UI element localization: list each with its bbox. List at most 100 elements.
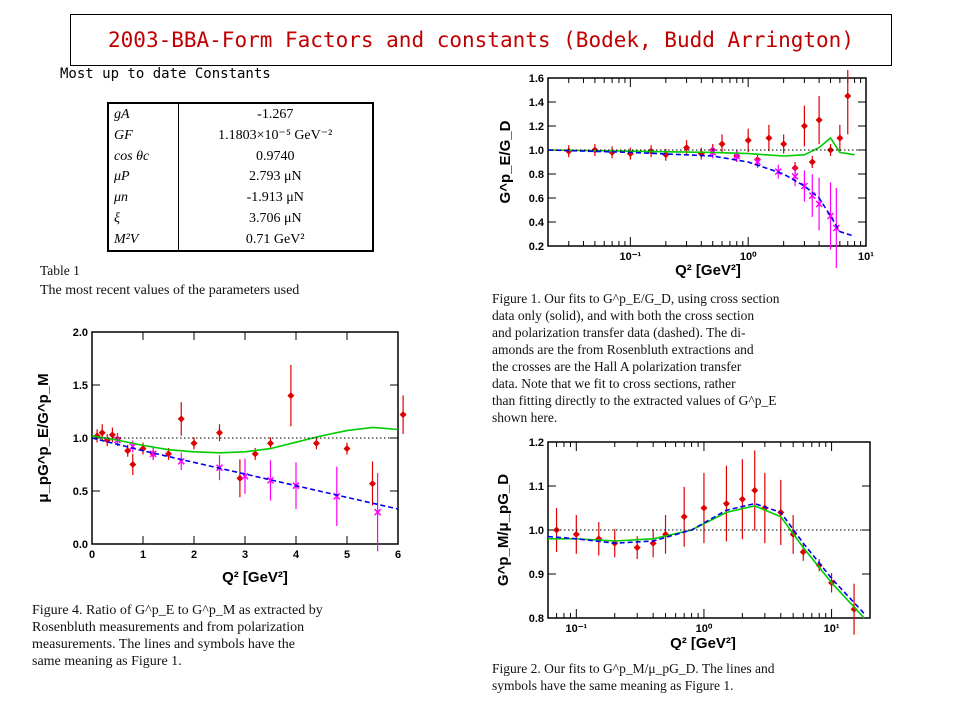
fig1-data-point: [827, 146, 835, 154]
fig2-data-layer: 0.8 0.9 1.0 1.1 1.2 10⁻¹ 10⁰ 10¹: [529, 437, 871, 635]
fig4-data-point: [139, 445, 147, 453]
fig4-series-solid-line: [91, 426, 399, 454]
fig2-data-point: [815, 561, 823, 569]
fig4-caption-line: same meaning as Figure 1.: [32, 654, 182, 669]
fig4-ytick-label: 0.5: [73, 486, 88, 498]
fig4-data-point: [399, 411, 407, 419]
constant-value: -1.913 μN: [246, 190, 304, 206]
fig4-series-dashed-line: [91, 437, 399, 510]
fig4-ytick-label: 1.0: [73, 433, 88, 445]
constant-symbol: cos θc: [108, 145, 179, 167]
fig2-series-solid-line: [548, 504, 865, 619]
fig2-ytick-label: 1.1: [529, 481, 544, 493]
figure-1-plot: 0.2 0.4 0.6 0.8 1.0 1.2 1.4 1.6 10⁻¹ 10⁰ 10¹ Q² [G…: [497, 70, 874, 279]
fig2-data-point: [738, 495, 746, 503]
constant-symbol: μn: [108, 187, 179, 209]
fig2-data-point: [850, 605, 858, 613]
constant-symbol: gA: [108, 103, 179, 126]
fig1-data-point: [844, 92, 852, 100]
constant-value: 0.71 GeV²: [245, 231, 305, 247]
fig4-data-point: [369, 480, 376, 488]
constant-value: 0.9740: [256, 148, 295, 164]
fig1-ytick-label: 1.0: [529, 145, 544, 157]
fig4-data-point: [190, 439, 198, 447]
fig2-ytick-label: 1.0: [529, 525, 544, 537]
fig1-data-point: [683, 144, 691, 152]
fig4-data-point: [312, 439, 320, 447]
constants-row: cos θc 0.9740: [108, 145, 373, 167]
fig4-data-point: [177, 415, 185, 423]
fig4-xtick-label: 1: [140, 549, 146, 561]
fig1-ylabel: G^p_E/G_D: [497, 120, 514, 203]
fig1-ytick-label: 0.6: [529, 193, 544, 205]
fig1-data-layer: 0.2 0.4 0.6 0.8 1.0 1.2 1.4 1.6 10⁻¹ 10⁰ 10¹: [529, 70, 874, 268]
constants-row: gA -1.267: [108, 103, 373, 126]
constants-table: gA -1.267 GF 1.1803×10⁻⁵ GeV⁻² cos θc 0.9740 μ…: [107, 102, 374, 252]
fig4-data-point: [287, 392, 295, 400]
fig1-data-point: [765, 134, 773, 142]
fig4-data-layer: 0.0 0.5 1.0 1.5 2.0 0 1 2 3 4 5 6: [73, 327, 407, 561]
fig2-data-point: [649, 539, 657, 547]
fig1-xlabel: Q² [GeV²]: [675, 262, 741, 279]
fig1-data-point: [780, 140, 788, 148]
fig4-ytick-label: 2.0: [73, 327, 88, 339]
fig1-xtick-label: 10⁻¹: [619, 251, 641, 263]
constant-value: -1.267: [257, 107, 294, 122]
fig4-data-point: [251, 450, 259, 458]
fig4-caption-line: measurements. The lines and symbols have…: [32, 637, 295, 652]
constants-row: μP 2.793 μN: [108, 166, 373, 188]
slide-title: 2003-BBA-Form Factors and constants (Bod…: [108, 28, 854, 52]
constant-symbol: ξ: [108, 208, 179, 229]
fig2-data-point: [662, 530, 670, 538]
fig1-data-point: [744, 136, 752, 144]
figure-2-caption: Figure 2. Our fits to G^p_M/μ_pG_D. The …: [492, 660, 892, 694]
fig2-data-point: [751, 486, 759, 494]
constant-symbol: GF: [108, 125, 179, 146]
fig4-data-point: [216, 429, 223, 437]
fig4-xtick-label: 0: [89, 549, 95, 561]
fig4-ylabel: μ_pG^p_E/G^p_M: [35, 373, 52, 502]
fig2-series-dashed-line: [547, 502, 865, 615]
fig1-data-point: [808, 158, 816, 166]
fig1-caption-line: than fitting directly to the extracted v…: [492, 393, 777, 408]
fig1-caption-line: and polarization transfer data (dashed).…: [492, 325, 746, 340]
fig1-series-dashed-line: [547, 149, 855, 238]
fig2-xlabel: Q² [GeV²]: [670, 635, 736, 650]
fig1-xtick-label: 10⁰: [740, 251, 757, 263]
fig1-xtick-label: 10¹: [858, 251, 874, 263]
fig1-data-point: [815, 200, 823, 208]
fig4-ytick-label: 0.0: [73, 539, 88, 551]
fig4-caption-line: Figure 4. Ratio of G^p_E to G^p_M as ext…: [32, 603, 323, 618]
fig1-caption-line: Figure 1. Our fits to G^p_E/G_D, using c…: [492, 291, 780, 306]
fig4-data-point: [236, 474, 244, 482]
fig4-data-point: [374, 508, 382, 516]
fig2-data-point: [680, 513, 688, 521]
fig4-xtick-label: 2: [191, 549, 197, 561]
fig2-ytick-label: 0.9: [529, 569, 544, 581]
fig4-data-point: [266, 476, 275, 484]
fig1-data-point: [718, 140, 726, 148]
table-caption-text: The most recent values of the parameters…: [40, 283, 300, 298]
fig4-data-point: [98, 429, 106, 437]
fig2-ylabel: G^p_M/μ_pG_D: [495, 474, 512, 586]
fig2-xtick-label: 10⁰: [696, 623, 713, 635]
constant-value: 3.706 μN: [248, 211, 302, 227]
fig2-caption-line: Figure 2. Our fits to G^p_M/μ_pG_D. The …: [492, 661, 775, 676]
fig2-xtick-label: 10¹: [824, 623, 840, 635]
fig4-xlabel: Q² [GeV²]: [222, 569, 288, 586]
fig1-data-point: [800, 122, 808, 130]
fig1-ytick-label: 1.2: [529, 121, 544, 133]
figure-4-caption: Figure 4. Ratio of G^p_E to G^p_M as ext…: [32, 602, 412, 670]
fig1-caption-line: the crosses are the Hall A polarization …: [492, 359, 742, 374]
figure-2-plot: 0.8 0.9 1.0 1.1 1.2 10⁻¹ 10⁰ 10¹ Q² [GeV²] G^p_…: [495, 437, 871, 650]
fig1-data-point: [832, 224, 840, 232]
fig4-data-point: [93, 432, 101, 440]
fig4-caption-line: Rosenbluth measurements and from polariz…: [32, 620, 305, 635]
fig4-xtick-label: 6: [395, 549, 401, 561]
fig1-ytick-label: 1.4: [529, 97, 545, 109]
slide-subtitle: Most up to date Constants: [60, 66, 271, 82]
constants-row: μn -1.913 μN: [108, 187, 373, 209]
fig2-data-point: [633, 544, 641, 552]
fig4-xtick-label: 4: [293, 549, 300, 561]
fig1-ytick-label: 0.8: [529, 169, 544, 181]
